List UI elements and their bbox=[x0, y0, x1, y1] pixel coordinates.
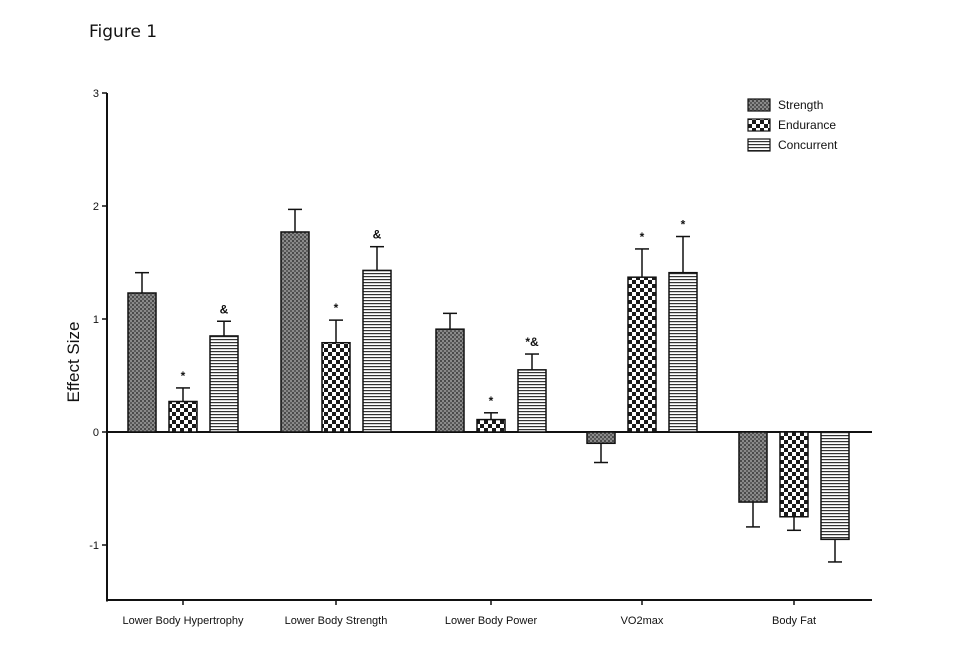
significance-annotation: * bbox=[489, 394, 494, 408]
bar-endurance bbox=[476, 418, 506, 433]
significance-annotation: & bbox=[220, 302, 229, 316]
bar-endurance bbox=[321, 341, 351, 433]
category-label: Body Fat bbox=[772, 615, 816, 627]
bar-concurrent bbox=[820, 431, 850, 541]
bar-strength bbox=[280, 231, 310, 433]
category-label: Lower Body Power bbox=[445, 615, 538, 627]
significance-annotation: & bbox=[373, 228, 382, 242]
bar-concurrent bbox=[362, 269, 392, 433]
legend-label-concurrent: Concurrent bbox=[778, 138, 838, 152]
bar-strength bbox=[586, 431, 616, 445]
legend-swatch-strength bbox=[747, 98, 771, 112]
bar-concurrent bbox=[668, 271, 698, 433]
bar-endurance bbox=[779, 431, 809, 518]
bar-strength bbox=[738, 431, 768, 503]
significance-annotation: * bbox=[640, 230, 645, 244]
category-label: VO2max bbox=[621, 615, 664, 627]
y-tick-label: -1 bbox=[89, 540, 99, 552]
legend-label-endurance: Endurance bbox=[778, 118, 836, 132]
bar-endurance bbox=[627, 276, 657, 433]
y-tick-label: 3 bbox=[93, 88, 99, 100]
y-tick-label: 0 bbox=[93, 427, 99, 439]
axes: -1 0 1 2 3 Effect Size Lower Body Hypertrophy L… bbox=[64, 88, 872, 627]
bar-concurrent bbox=[209, 335, 239, 433]
y-tick-label: 2 bbox=[93, 201, 99, 213]
bar-strength bbox=[127, 292, 157, 433]
significance-annotation: * bbox=[334, 301, 339, 315]
bar-endurance bbox=[168, 400, 198, 433]
legend: Strength Endurance Concurrent bbox=[747, 98, 838, 152]
category-label: Lower Body Strength bbox=[285, 615, 388, 627]
legend-swatch-concurrent bbox=[747, 138, 771, 152]
figure-label: Figure 1 bbox=[89, 22, 158, 42]
bars: *& *&**&** bbox=[127, 208, 850, 563]
bar-concurrent bbox=[517, 369, 547, 433]
y-axis-label: Effect Size bbox=[64, 322, 83, 403]
bar-strength bbox=[435, 328, 465, 433]
legend-swatch-endurance bbox=[747, 118, 771, 132]
category-label: Lower Body Hypertrophy bbox=[122, 615, 244, 627]
significance-annotation: *& bbox=[525, 335, 539, 349]
y-tick-label: 1 bbox=[93, 314, 99, 326]
legend-label-strength: Strength bbox=[778, 98, 823, 112]
significance-annotation: * bbox=[681, 218, 686, 232]
significance-annotation: * bbox=[181, 369, 186, 383]
